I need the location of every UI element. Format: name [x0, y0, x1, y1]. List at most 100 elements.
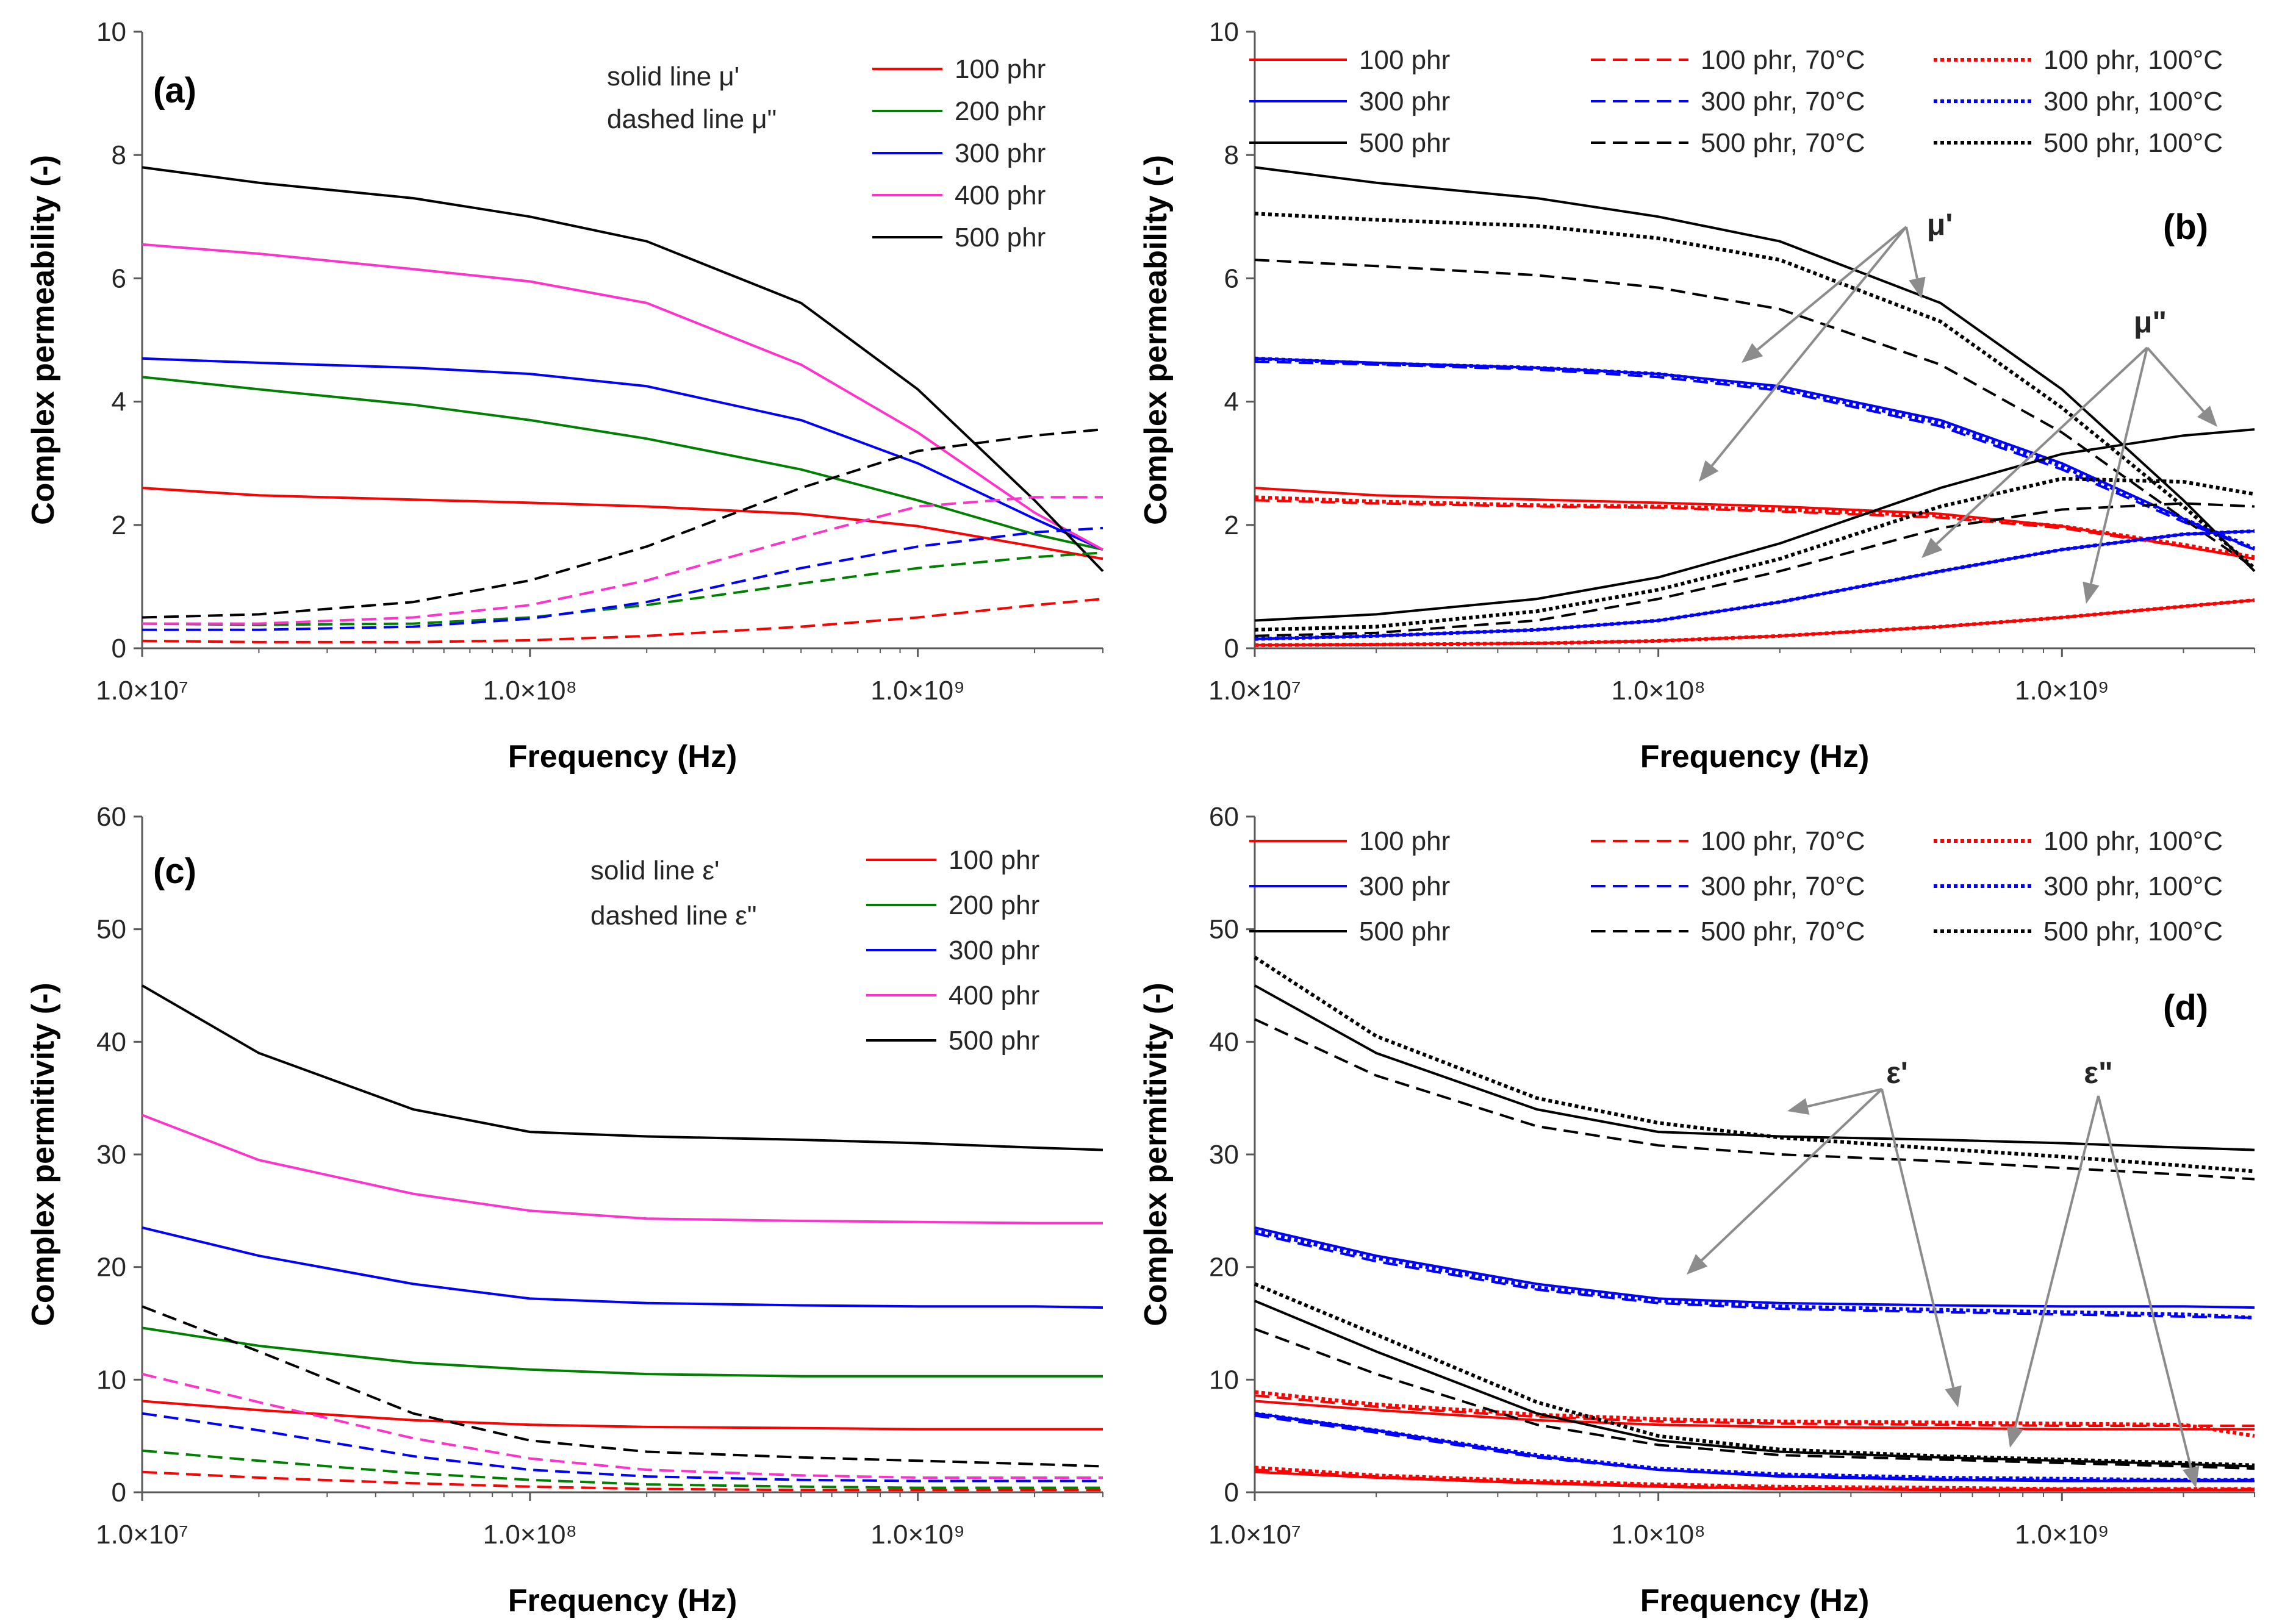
series-line	[1254, 212, 2256, 570]
series-line	[142, 1226, 1103, 1309]
series-line	[1254, 1394, 2255, 1427]
series-line	[1254, 1018, 2255, 1181]
y-tick-label: 10	[96, 17, 126, 47]
series-line	[1254, 598, 2255, 647]
annotation-arrowhead	[1787, 1098, 1810, 1115]
series-line	[142, 428, 1103, 619]
annotation-arrow	[1905, 226, 1918, 279]
x-tick-label: 1.0×10⁸	[483, 676, 577, 706]
line-style-note: solid line μ'	[607, 62, 739, 91]
annotation-arrow	[1881, 1089, 1955, 1388]
annotation-arrow	[1936, 346, 2148, 545]
series-line	[1254, 428, 2255, 622]
panel-label: (d)	[2163, 988, 2208, 1028]
series-line	[141, 984, 1103, 1151]
x-axis-label: Frequency (Hz)	[1640, 1583, 1870, 1619]
series-line	[1254, 1300, 2255, 1468]
legend-label: 400 phr	[949, 981, 1039, 1011]
series-line	[1254, 984, 2255, 1151]
legend-label: 500 phr, 70°C	[1701, 917, 1865, 946]
annotation-arrow	[2014, 1095, 2100, 1428]
series-line	[1254, 1328, 2255, 1470]
line-style-note: dashed line ε"	[590, 901, 757, 931]
legend-label: 500 phr, 100°C	[2043, 128, 2223, 158]
legend-label: 100 phr, 100°C	[2043, 45, 2223, 75]
series-line	[1254, 529, 2255, 641]
x-axis-label: Frequency (Hz)	[1640, 739, 1870, 774]
series-line	[1254, 1226, 2255, 1309]
y-tick-label: 8	[1224, 140, 1239, 170]
legend-label: 200 phr	[955, 96, 1046, 126]
series-line	[1254, 356, 2256, 550]
annotation-arrowhead	[1909, 276, 1926, 299]
legend-label: 500 phr	[949, 1026, 1039, 1056]
series-line	[142, 496, 1103, 625]
x-tick-label: 1.0×10⁸	[483, 1520, 577, 1550]
annotation-arrowhead	[1945, 1385, 1962, 1408]
legend-label: 300 phr	[955, 138, 1046, 168]
annotation-arrow	[1756, 226, 1907, 351]
annotation-arrowhead	[2183, 1465, 2200, 1488]
x-axis-label: Frequency (Hz)	[508, 1583, 737, 1619]
series-line	[142, 357, 1103, 551]
series-line	[142, 243, 1103, 551]
y-tick-label: 20	[96, 1253, 126, 1282]
legend-label: 500 phr	[1359, 917, 1450, 946]
y-axis-label: Complex permeability (-)	[1138, 155, 1174, 525]
legend-label: 100 phr, 70°C	[1701, 826, 1865, 856]
legend-label: 100 phr, 70°C	[1701, 45, 1865, 75]
annotation-arrow	[1701, 1088, 1883, 1262]
y-tick-label: 2	[112, 510, 126, 540]
series-line	[1254, 1400, 2255, 1431]
annotation-arrowhead	[1687, 1254, 1708, 1275]
y-tick-label: 10	[1209, 1365, 1239, 1395]
series-line	[1254, 1414, 2255, 1481]
x-tick-label: 1.0×10⁸	[1611, 1520, 1705, 1550]
series-line	[1254, 1282, 2255, 1467]
arrow-annotation-label: μ'	[1927, 207, 1953, 241]
series-line	[1254, 495, 2255, 559]
y-axis-label: Complex permitivity (-)	[26, 982, 61, 1326]
y-tick-label: 50	[1209, 915, 1239, 945]
legend-label: 100 phr	[949, 845, 1039, 875]
legend-label: 500 phr, 70°C	[1701, 128, 1865, 158]
y-tick-label: 8	[112, 140, 126, 170]
y-tick-label: 6	[1224, 263, 1239, 293]
legend-label: 500 phr	[1359, 128, 1450, 158]
annotation-arrow	[1710, 226, 1907, 467]
y-tick-label: 40	[96, 1027, 126, 1057]
series-line	[142, 598, 1103, 643]
x-tick-label: 1.0×10⁹	[2015, 676, 2109, 706]
panel-label: (b)	[2163, 207, 2208, 247]
series-line	[1254, 1411, 2255, 1482]
y-tick-label: 6	[112, 263, 126, 293]
y-tick-label: 10	[1209, 17, 1239, 47]
arrow-annotation-label: μ"	[2134, 305, 2167, 339]
x-tick-label: 1.0×10⁷	[1208, 1520, 1301, 1550]
x-tick-label: 1.0×10⁸	[1611, 676, 1705, 706]
y-tick-label: 30	[96, 1140, 126, 1170]
y-tick-label: 4	[112, 387, 126, 417]
legend-label: 300 phr, 70°C	[1701, 871, 1865, 901]
legend-label: 300 phr	[1359, 871, 1450, 901]
annotation-arrowhead	[1921, 537, 1943, 558]
legend-label: 100 phr, 100°C	[2043, 826, 2223, 856]
legend-label: 100 phr	[1359, 45, 1450, 75]
x-tick-label: 1.0×10⁹	[2015, 1520, 2109, 1550]
annotation-arrowhead	[2083, 581, 2100, 604]
series-line	[1254, 166, 2256, 573]
panel-b: 0 2 4 6 8 10 1.0×10⁷ 1.0×10⁸ 1.0×10⁹ Frequency (H…	[1138, 17, 2256, 774]
y-tick-label: 0	[1224, 1478, 1239, 1508]
x-axis-label: Frequency (Hz)	[508, 739, 737, 774]
legend-label: 500 phr	[955, 223, 1046, 252]
arrow-annotation-label: ε'	[1886, 1056, 1908, 1090]
y-tick-label: 10	[96, 1365, 126, 1395]
panel-label: (a)	[153, 71, 196, 110]
x-tick-label: 1.0×10⁷	[96, 676, 188, 706]
x-tick-label: 1.0×10⁹	[870, 676, 965, 706]
series-line	[1254, 502, 2255, 637]
legend-label: 300 phr, 70°C	[1701, 87, 1865, 116]
legend-label: 300 phr, 100°C	[2043, 87, 2223, 116]
series-line	[1254, 1412, 2255, 1483]
series-line	[142, 551, 1103, 626]
